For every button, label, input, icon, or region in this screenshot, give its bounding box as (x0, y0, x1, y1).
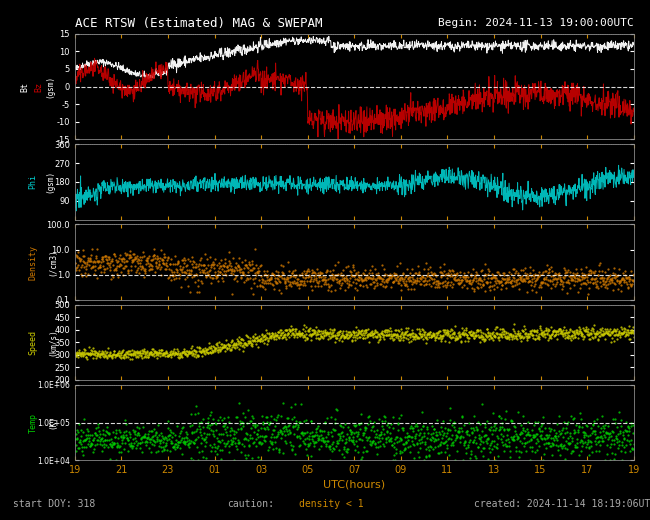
Text: start DOY: 318: start DOY: 318 (13, 499, 96, 510)
Text: Begin: 2024-11-13 19:00:00UTC: Begin: 2024-11-13 19:00:00UTC (438, 18, 634, 29)
Text: Temp: Temp (29, 412, 37, 433)
Text: (/cm3): (/cm3) (48, 248, 57, 276)
X-axis label: UTC(hours): UTC(hours) (323, 479, 385, 489)
Text: created: 2024-11-14 18:19:06UTC: created: 2024-11-14 18:19:06UTC (474, 499, 650, 510)
Text: Bt: Bt (20, 82, 29, 92)
Text: Phi: Phi (29, 174, 37, 189)
Text: Bz: Bz (34, 82, 43, 92)
Text: (gsm): (gsm) (45, 170, 54, 193)
Text: caution:: caution: (227, 499, 274, 510)
Text: ACE RTSW (Estimated) MAG & SWEPAM: ACE RTSW (Estimated) MAG & SWEPAM (75, 17, 322, 30)
Text: density < 1: density < 1 (299, 499, 363, 510)
Text: (K): (K) (48, 415, 57, 430)
Text: Density: Density (29, 244, 37, 280)
Text: (gsm): (gsm) (45, 75, 54, 98)
Text: (km/s): (km/s) (48, 329, 57, 356)
Text: Speed: Speed (29, 330, 37, 355)
